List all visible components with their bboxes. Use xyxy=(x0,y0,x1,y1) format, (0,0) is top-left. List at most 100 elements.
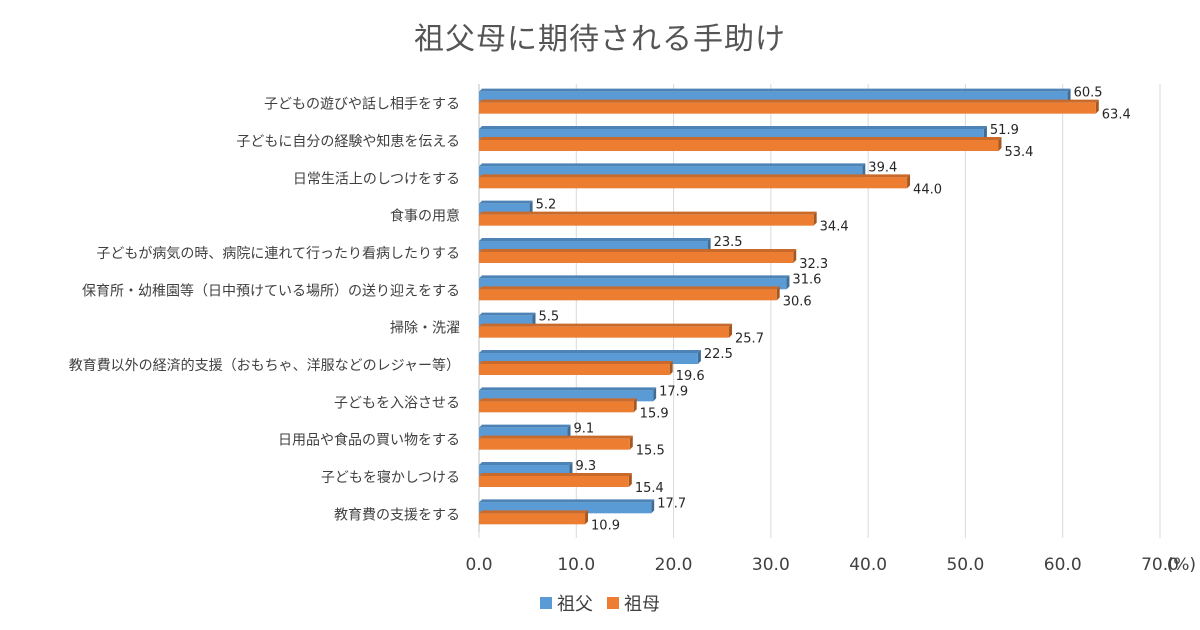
bar-grandmother xyxy=(479,364,670,375)
category-label: 食事の用意 xyxy=(390,208,460,225)
bar-grandfather xyxy=(479,465,570,476)
category-label: 子どもの遊びや話し相手をする xyxy=(264,96,460,113)
x-tick-label: 50.0 xyxy=(946,555,984,575)
bar-top-grandmother xyxy=(479,435,633,439)
category-label: 子どもが病気の時、病院に連れて行ったり看病したりする xyxy=(96,246,460,262)
legend-swatch-grandmother xyxy=(607,597,619,609)
data-label-grandfather: 17.9 xyxy=(659,384,688,399)
data-label-grandfather: 39.4 xyxy=(868,160,897,175)
bar-side-grandmother xyxy=(813,211,817,226)
legend-label-grandmother: 祖母 xyxy=(624,594,660,615)
bar-top-grandmother xyxy=(479,473,632,476)
data-label-grandfather: 5.5 xyxy=(539,310,560,325)
bar-grandfather xyxy=(479,91,1068,103)
bar-top-grandfather xyxy=(479,462,573,465)
bar-side-grandmother xyxy=(907,174,911,189)
bar-top-grandmother xyxy=(479,323,733,327)
bar-grandmother xyxy=(479,513,586,525)
bar-side-grandfather xyxy=(1067,88,1071,103)
data-label-grandfather: 22.5 xyxy=(704,347,733,362)
bar-top-grandfather xyxy=(479,499,655,503)
chart-title: 祖父母に期待される手助け xyxy=(414,22,786,57)
category-label: 教育費の支援をする xyxy=(334,507,460,523)
data-label-grandfather: 9.1 xyxy=(574,422,595,437)
x-tick-label: 0.0 xyxy=(465,555,492,575)
bar-side-grandfather xyxy=(569,462,573,476)
bar-side-grandmother xyxy=(729,323,733,338)
bar-top-grandfather xyxy=(479,200,533,204)
bar-side-grandfather xyxy=(862,163,866,178)
bar-side-grandmother xyxy=(793,249,797,263)
data-label-grandmother: 34.4 xyxy=(820,220,849,235)
bar-side-grandmother xyxy=(628,473,632,487)
x-tick-label: 20.0 xyxy=(655,555,693,575)
legend: 祖父 祖母 xyxy=(0,590,1200,616)
bar-side-grandfather xyxy=(567,424,571,439)
x-tick-label: 10.0 xyxy=(557,555,595,575)
x-tick-label: 40.0 xyxy=(849,555,887,575)
data-label-grandmother: 32.3 xyxy=(799,257,828,272)
bar-grandmother xyxy=(479,177,908,189)
bar-side-grandmother xyxy=(629,435,633,450)
bar-side-grandfather xyxy=(697,350,701,364)
bar-top-grandfather xyxy=(479,312,536,316)
bar-grandmother xyxy=(479,252,794,263)
bar-top-grandfather xyxy=(479,126,987,129)
data-label-grandmother: 30.6 xyxy=(783,294,812,309)
bar-side-grandfather xyxy=(529,200,533,215)
bar-top-grandmother xyxy=(479,137,1002,140)
bar-grandfather xyxy=(479,390,654,402)
data-label-grandfather: 31.6 xyxy=(792,272,821,287)
bar-top-grandmother xyxy=(479,99,1099,103)
bar-side-grandfather xyxy=(532,312,536,327)
data-label-grandfather: 60.5 xyxy=(1074,86,1103,101)
bar-side-grandmother xyxy=(633,398,637,413)
data-label-grandmother: 44.0 xyxy=(913,182,942,197)
bar-grandfather xyxy=(479,315,533,327)
data-label-grandmother: 10.9 xyxy=(591,518,620,533)
data-label-grandfather: 23.5 xyxy=(714,235,743,250)
legend-swatch-grandfather xyxy=(540,597,552,609)
category-label: 子どもを入浴させる xyxy=(334,395,460,411)
legend-item-grandfather: 祖父 xyxy=(540,590,593,616)
bar-grandfather xyxy=(479,129,984,140)
bar-side-grandfather xyxy=(653,387,657,402)
bar-top-grandfather xyxy=(479,387,657,391)
bar-grandfather xyxy=(479,278,787,290)
x-tick-label: 30.0 xyxy=(752,555,790,575)
data-label-grandfather: 17.7 xyxy=(657,496,686,511)
data-label-grandmother: 15.5 xyxy=(636,444,665,459)
legend-label-grandfather: 祖父 xyxy=(557,594,593,615)
bar-grandmother xyxy=(479,326,730,338)
bar-side-grandfather xyxy=(707,238,711,252)
bar-grandfather xyxy=(479,203,530,215)
bar-top-grandmother xyxy=(479,174,911,178)
bar-grandfather xyxy=(479,241,708,252)
x-tick-label: 60.0 xyxy=(1044,555,1082,575)
data-label-grandfather: 9.3 xyxy=(575,459,596,474)
bar-grandfather xyxy=(479,502,652,514)
category-label: 掃除・洗濯 xyxy=(390,320,460,337)
bar-top-grandfather xyxy=(479,238,711,241)
bar-top-grandmother xyxy=(479,211,817,215)
bar-top-grandfather xyxy=(479,163,866,167)
data-label-grandfather: 51.9 xyxy=(990,123,1019,138)
bar-grandfather xyxy=(479,166,863,178)
category-label: 教育費以外の経済的支援（おもちゃ、洋服などのレジャー等） xyxy=(69,357,460,374)
data-label-grandmother: 15.4 xyxy=(635,481,664,496)
bar-grandmother xyxy=(479,401,634,413)
bar-top-grandmother xyxy=(479,510,589,514)
bar-side-grandfather xyxy=(651,499,655,514)
x-unit-label: (%) xyxy=(1167,555,1196,575)
category-label: 日用品や食品の買い物をする xyxy=(278,432,460,449)
bar-top-grandfather xyxy=(479,424,571,428)
bar-side-grandmother xyxy=(585,510,589,525)
bar-top-grandmother xyxy=(479,286,780,290)
legend-item-grandmother: 祖母 xyxy=(607,590,660,616)
bar-top-grandmother xyxy=(479,361,673,364)
bar-top-grandfather xyxy=(479,88,1071,92)
data-label-grandmother: 53.4 xyxy=(1005,145,1034,160)
category-label: 子どもを寝かしつける xyxy=(321,469,460,486)
